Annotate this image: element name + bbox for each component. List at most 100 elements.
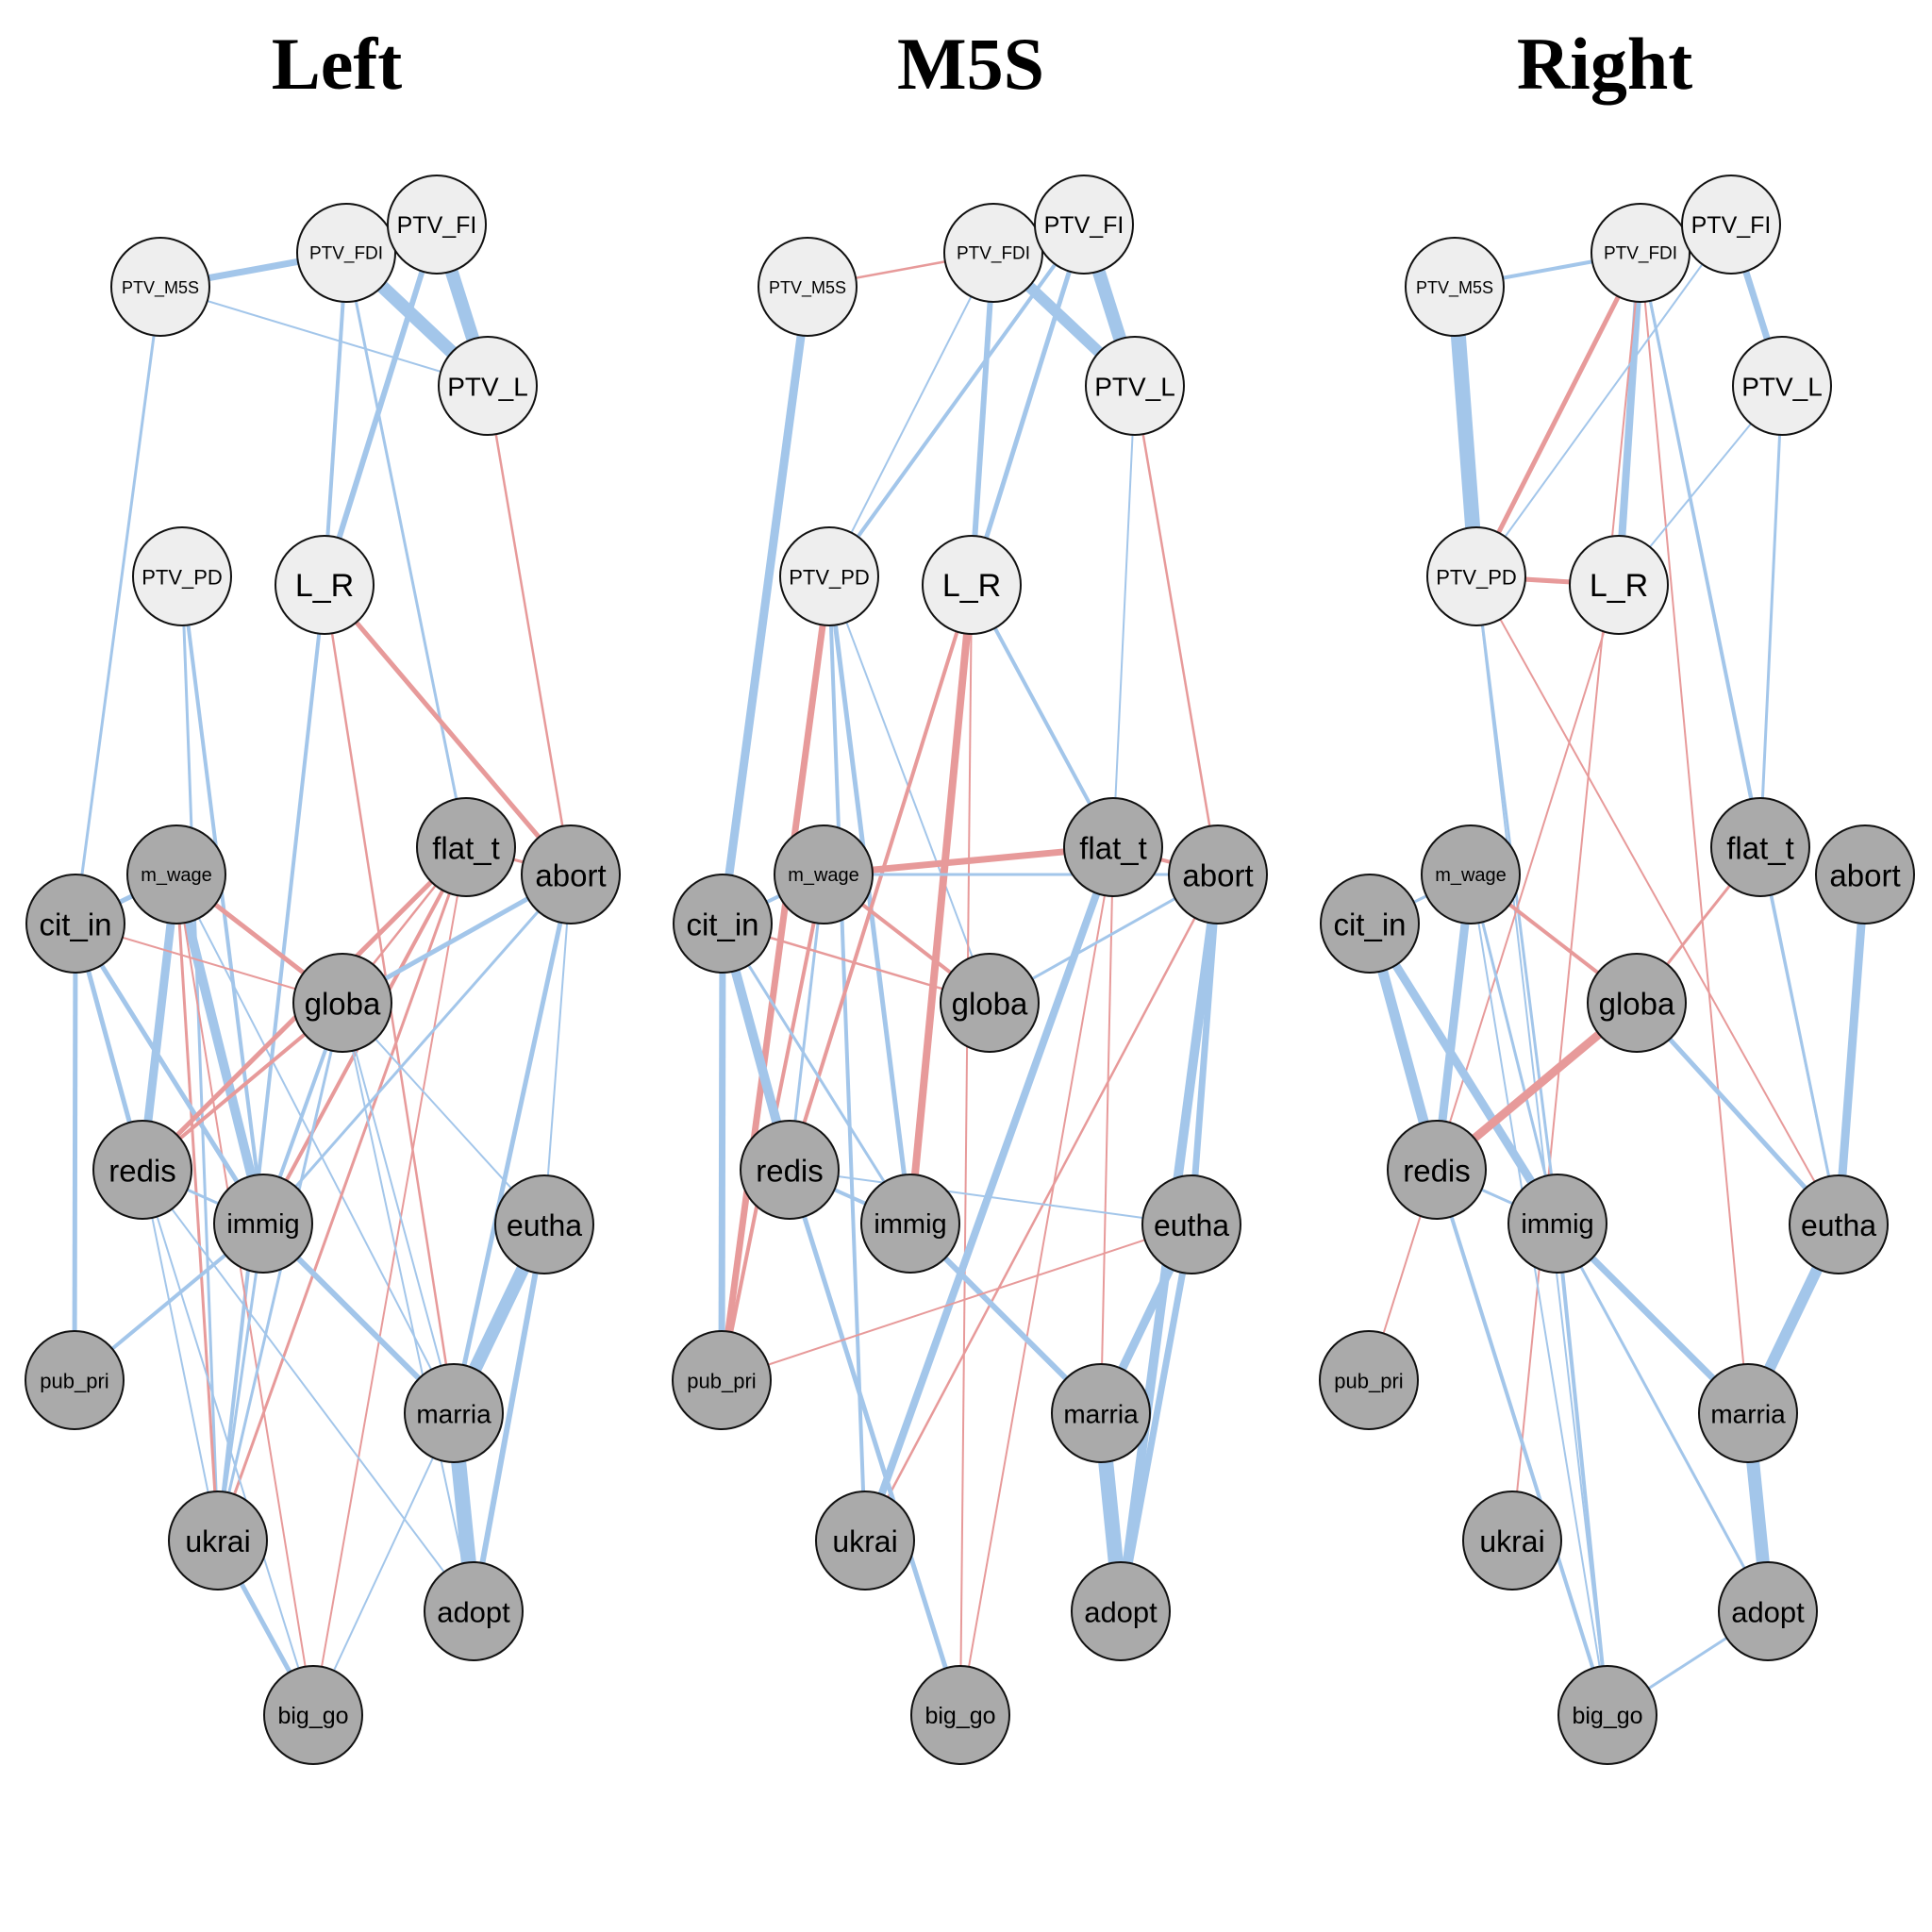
node-circle	[1319, 1330, 1419, 1430]
node-circle	[1071, 1561, 1171, 1661]
node-label: PTV_FI	[397, 212, 477, 239]
edge-m5s-PTV_L-abort	[1133, 385, 1220, 875]
node-circle	[1462, 1491, 1562, 1591]
node-label: abort	[535, 858, 606, 893]
node-circle	[416, 797, 516, 897]
node-circle	[110, 237, 210, 337]
node-circle	[943, 203, 1043, 303]
node-left-abort: abort	[521, 824, 621, 924]
node-right-immig: immig	[1507, 1174, 1607, 1274]
node-circle	[1141, 1174, 1241, 1274]
node-label: immig	[1521, 1209, 1593, 1240]
node-label: cit_in	[686, 908, 758, 942]
node-right-eutha: eutha	[1789, 1174, 1889, 1274]
edge-left-flat_t-ukrai	[216, 846, 468, 1541]
node-left-redis: redis	[92, 1120, 192, 1220]
node-left-cit_in: cit_in	[25, 874, 125, 974]
node-circle	[494, 1174, 594, 1274]
node-right-PTV_PD: PTV_PD	[1426, 526, 1526, 626]
node-label: abort	[1182, 858, 1253, 893]
edge-left-PTV_FDI-L_R	[323, 252, 348, 586]
node-circle	[1789, 1174, 1889, 1274]
node-label: m_wage	[1435, 865, 1507, 886]
node-label: eutha	[1801, 1208, 1876, 1242]
node-left-big_go: big_go	[263, 1665, 363, 1765]
node-label: marria	[1063, 1400, 1139, 1429]
node-left-globa: globa	[292, 953, 392, 1053]
node-label: globa	[952, 987, 1028, 1022]
edge-right-immig-adopt	[1556, 1223, 1770, 1612]
node-circle	[25, 874, 125, 974]
node-circle	[922, 535, 1022, 635]
node-label: ukrai	[185, 1524, 250, 1558]
node-m5s-globa: globa	[940, 953, 1040, 1053]
node-label: ukrai	[1479, 1524, 1544, 1558]
edge-m5s-flat_t-marria	[1100, 846, 1114, 1414]
node-label: L_R	[1590, 568, 1648, 604]
edge-left-redis-adopt	[142, 1169, 475, 1612]
node-label: flat_t	[1079, 831, 1147, 866]
edge-m5s-redis-big_go	[787, 1169, 963, 1716]
node-right-marria: marria	[1698, 1363, 1798, 1463]
edge-right-redis-big_go	[1435, 1169, 1609, 1716]
node-circle	[758, 237, 858, 337]
panel-left: Left PTV_M5S PTV_FDI PTV_FI PTV_L PTV_PD L_Rm…	[25, 23, 621, 1765]
node-label: redis	[756, 1154, 824, 1189]
node-label: eutha	[1154, 1208, 1229, 1242]
node-circle	[168, 1491, 268, 1591]
edge-m5s-cit_in-pub_pri	[718, 923, 726, 1381]
node-label: adopt	[1731, 1596, 1805, 1629]
node-left-immig: immig	[213, 1174, 313, 1274]
node-label: redis	[1403, 1154, 1471, 1189]
node-m5s-PTV_L: PTV_L	[1085, 336, 1185, 436]
node-circle	[1034, 175, 1134, 275]
node-label: eutha	[507, 1208, 582, 1242]
edge-left-m_wage-big_go	[175, 874, 314, 1716]
node-circle	[275, 535, 375, 635]
edge-m5s-PTV_FI-PTV_PD	[827, 223, 1086, 578]
node-label: big_go	[1572, 1703, 1642, 1729]
edge-m5s-L_R-big_go	[959, 584, 973, 1716]
node-circle	[910, 1665, 1010, 1765]
edge-left-abort-marria	[451, 874, 574, 1414]
edge-left-marria-big_go	[312, 1412, 455, 1716]
node-m5s-flat_t: flat_t	[1063, 797, 1163, 897]
node-label: PTV_PD	[142, 566, 223, 590]
node-label: pub_pri	[40, 1370, 108, 1393]
node-label: immig	[874, 1209, 946, 1240]
node-circle	[740, 1120, 840, 1220]
node-circle	[1063, 797, 1163, 897]
panel-right: Right PTV_M5S PTV_FDI PTV_FI PTV_L PTV_PD L_R…	[1319, 23, 1915, 1765]
node-m5s-PTV_PD: PTV_PD	[779, 526, 879, 626]
edge-left-m_wage-ukrai	[175, 874, 220, 1541]
node-layer-left: PTV_M5S PTV_FDI PTV_FI PTV_L PTV_PD L_R m_wage…	[25, 175, 621, 1765]
edge-right-PTV_FI-PTV_PD	[1475, 224, 1732, 577]
node-label: flat_t	[1726, 831, 1794, 866]
edge-m5s-PTV_L-flat_t	[1112, 385, 1136, 848]
node-m5s-adopt: adopt	[1071, 1561, 1171, 1661]
node-label: globa	[1599, 987, 1675, 1022]
node-m5s-cit_in: cit_in	[673, 874, 773, 974]
node-label: cit_in	[39, 908, 111, 942]
node-label: flat_t	[432, 831, 500, 866]
edge-left-globa-marria	[341, 1002, 455, 1414]
node-label: globa	[305, 987, 381, 1022]
node-circle	[815, 1491, 915, 1591]
edge-right-m_wage-big_go	[1470, 874, 1608, 1716]
node-label: PTV_FDI	[957, 244, 1030, 264]
edge-left-redis-big_go	[142, 1169, 314, 1716]
node-label: L_R	[942, 568, 1001, 604]
node-circle	[1681, 175, 1781, 275]
edge-m5s-cit_in-immig	[721, 923, 912, 1224]
node-circle	[779, 526, 879, 626]
node-circle	[213, 1174, 313, 1274]
edge-m5s-PTV_FDI-PTV_PD	[828, 252, 994, 577]
edge-left-PTV_M5S-PTV_L	[159, 286, 489, 387]
node-m5s-PTV_M5S: PTV_M5S	[758, 237, 858, 337]
node-label: PTV_PD	[1436, 566, 1517, 590]
node-label: PTV_FDI	[1604, 244, 1677, 264]
node-circle	[438, 336, 538, 436]
node-right-PTV_L: PTV_L	[1732, 336, 1832, 436]
edge-right-PTV_PD-big_go	[1475, 575, 1608, 1716]
edge-left-PTV_PD-immig	[180, 575, 265, 1224]
